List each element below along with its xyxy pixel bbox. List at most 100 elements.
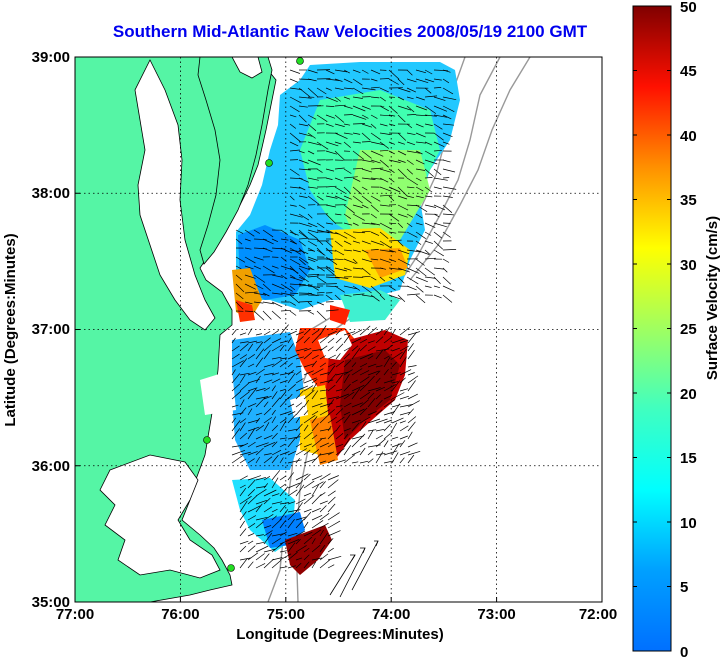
- velocity-vector: [311, 529, 322, 537]
- velocity-vector: [271, 515, 277, 521]
- velocity-vector: [235, 256, 246, 263]
- velocity-vector: [351, 435, 365, 440]
- velocity-vector: [379, 132, 391, 135]
- velocity-vector: [370, 159, 381, 164]
- velocity-vector: [311, 438, 323, 448]
- velocity-vector: [271, 344, 283, 352]
- velocity-vector: [442, 132, 453, 138]
- velocity-vector: [370, 213, 378, 219]
- velocity-vector: [424, 186, 433, 193]
- velocity-vector: [279, 391, 287, 400]
- velocity-vector: [280, 265, 293, 271]
- velocity-vector: [327, 346, 334, 352]
- velocity-vector: [406, 159, 414, 165]
- velocity-vector: [247, 388, 257, 400]
- colorbar-tick-label: 25: [680, 321, 697, 338]
- velocity-vector: [415, 240, 422, 245]
- velocity-vector: [298, 276, 305, 281]
- velocity-vector: [255, 341, 264, 352]
- colorbar-tick-label: 30: [680, 257, 697, 274]
- velocity-vector: [442, 195, 453, 198]
- velocity-vector: [287, 565, 296, 569]
- velocity-vector: [397, 114, 406, 123]
- velocity-vector: [271, 501, 283, 505]
- velocity-vector: [327, 354, 336, 360]
- velocity-vector: [280, 229, 288, 235]
- velocity-vector: [319, 397, 326, 400]
- velocity-vector: [271, 391, 278, 400]
- velocity-vector: [279, 520, 286, 529]
- velocity-vector: [367, 370, 380, 376]
- velocity-vector: [343, 222, 352, 226]
- velocity-vector: [370, 249, 379, 251]
- velocity-vector: [255, 435, 262, 440]
- velocity-vector: [391, 351, 403, 360]
- velocity-vector: [271, 265, 279, 269]
- velocity-vector: [319, 437, 327, 440]
- velocity-vector: [406, 141, 416, 146]
- velocity-vector: [316, 168, 323, 173]
- velocity-vector: [433, 294, 442, 299]
- velocity-vector: [255, 412, 263, 416]
- velocity-vector: [253, 265, 262, 270]
- velocity-vector: [303, 443, 312, 448]
- velocity-vector: [263, 532, 273, 545]
- velocity-vector: [397, 105, 412, 111]
- velocity-vector: [424, 87, 432, 94]
- velocity-vector: [247, 363, 255, 368]
- velocity-vector: [351, 437, 362, 448]
- velocity-vector: [307, 273, 320, 276]
- velocity-vector: [287, 428, 298, 432]
- velocity-vector: [263, 343, 272, 352]
- velocity-vector: [424, 204, 437, 208]
- velocity-vector: [397, 249, 410, 255]
- velocity-vector: [399, 369, 412, 376]
- velocity-vector: [370, 123, 377, 129]
- velocity-vector: [287, 437, 297, 448]
- velocity-vector: [375, 394, 381, 400]
- velocity-vector: [271, 409, 276, 416]
- velocity-vector: [399, 327, 410, 336]
- velocity-vector: [397, 267, 411, 273]
- velocity-vector: [319, 442, 330, 448]
- velocity-vector: [415, 114, 428, 117]
- velocity-vector: [271, 274, 283, 278]
- velocity-vector: [379, 186, 392, 192]
- velocity-vector: [397, 78, 405, 86]
- velocity-vector: [433, 213, 440, 218]
- velocity-vector: [397, 195, 408, 200]
- velocity-vector: [433, 186, 442, 190]
- velocity-vector: [239, 343, 249, 352]
- velocity-vector: [319, 414, 330, 424]
- velocity-vector: [388, 114, 396, 117]
- x-tick-label: 77:00: [56, 606, 94, 623]
- velocity-vector: [295, 417, 301, 424]
- velocity-vector: [263, 525, 272, 529]
- velocity-vector: [287, 539, 300, 545]
- velocity-vector: [343, 195, 352, 200]
- velocity-vector: [388, 239, 402, 242]
- velocity-vector: [263, 530, 273, 537]
- velocity-vector: [352, 114, 367, 120]
- velocity-vector: [424, 114, 437, 117]
- velocity-vector: [343, 123, 351, 126]
- velocity-vector: [271, 283, 285, 290]
- velocity-vector: [298, 168, 311, 171]
- velocity-vector: [307, 258, 316, 263]
- velocity-vector: [406, 114, 417, 116]
- velocity-vector: [231, 383, 241, 392]
- tick-marks: [74, 56, 603, 603]
- velocity-vector: [335, 459, 347, 464]
- velocity-vector: [327, 396, 340, 400]
- velocity-vector: [327, 547, 334, 553]
- velocity-vector: [359, 391, 371, 400]
- velocity-vector: [316, 301, 325, 306]
- velocity-vector: [424, 95, 438, 98]
- velocity-vector: [367, 458, 374, 464]
- velocity-vector: [391, 338, 406, 344]
- velocity-vector: [311, 507, 321, 513]
- velocity-vector: [361, 141, 371, 143]
- velocity-vector: [295, 356, 304, 360]
- velocity-vector: [361, 69, 369, 74]
- velocity-vector: [325, 123, 334, 127]
